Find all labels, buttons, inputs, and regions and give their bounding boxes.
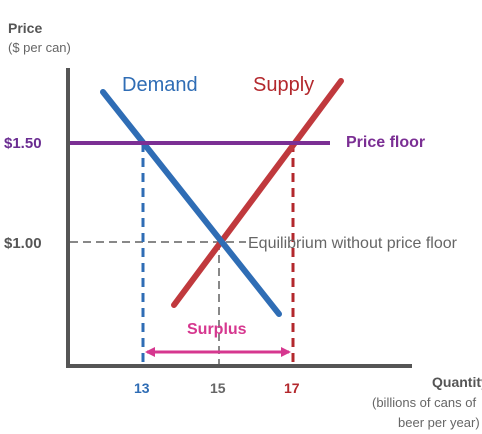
price-floor-label: Price floor	[346, 134, 425, 151]
x-axis-subtitle-line-2: beer per year)	[398, 415, 480, 430]
price-tick-1-00: $1.00	[4, 235, 42, 252]
y-axis-subtitle: ($ per can)	[8, 40, 71, 55]
quantity-tick-17: 17	[284, 380, 300, 396]
demand-curve	[100, 89, 282, 317]
y-axis-title: Price	[8, 20, 42, 36]
equilibrium-label: Equilibrium without price floor	[248, 235, 458, 252]
supply-label: Supply	[253, 74, 314, 96]
demand-label: Demand	[122, 74, 198, 96]
price-tick-1-50: $1.50	[4, 135, 42, 152]
quantity-tick-13: 13	[134, 380, 150, 396]
surplus-label: Surplus	[187, 321, 247, 338]
quantity-tick-15: 15	[210, 380, 226, 396]
x-axis-subtitle-line-1: (billions of cans of	[372, 395, 476, 410]
x-axis-title: Quantity	[432, 374, 482, 390]
supply-curve	[171, 78, 344, 308]
